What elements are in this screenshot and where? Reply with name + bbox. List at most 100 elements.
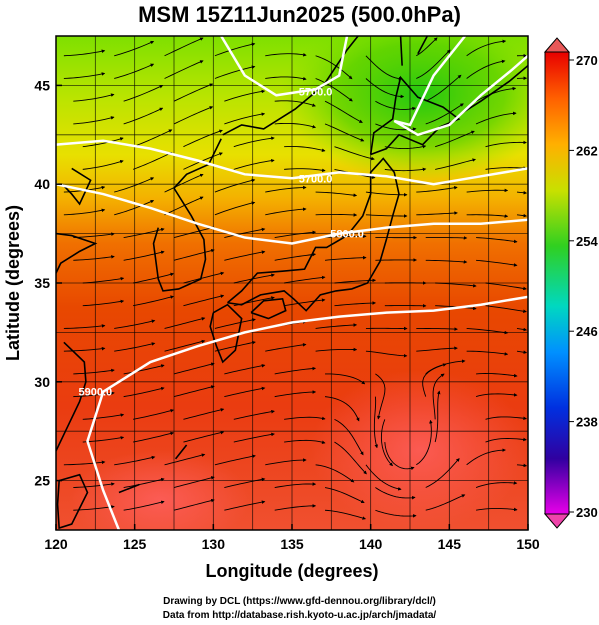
- streamline: [133, 409, 175, 420]
- streamline: [265, 76, 307, 81]
- height-contour: [56, 182, 528, 245]
- x-tick-label: 145: [438, 536, 462, 552]
- streamline: [214, 454, 256, 466]
- streamline: [365, 214, 408, 218]
- streamline: [63, 460, 106, 466]
- streamline: [425, 458, 460, 488]
- streamline: [466, 214, 509, 218]
- x-tick-label: 120: [44, 536, 68, 552]
- coastline-segment: [461, 65, 528, 114]
- streamline: [334, 301, 377, 307]
- coastline-segment: [399, 36, 403, 66]
- streamline: [324, 487, 365, 504]
- colorbar-tick-label: 254: [576, 234, 598, 249]
- coastline-segment: [152, 138, 222, 292]
- streamline: [123, 364, 165, 375]
- streamline: [334, 418, 364, 456]
- streamline: [114, 319, 156, 329]
- streamline: [384, 144, 427, 150]
- streamline: [324, 123, 365, 142]
- streamline: [365, 464, 402, 491]
- streamline: [476, 259, 518, 267]
- streamline: [164, 37, 204, 57]
- streamline: [435, 130, 475, 148]
- streamline: [365, 191, 408, 197]
- streamline: [516, 213, 528, 218]
- streamline: [365, 55, 403, 81]
- streamline: [466, 39, 507, 57]
- colorbar-tick-label: 270: [576, 53, 598, 68]
- streamline: [425, 103, 464, 125]
- streamline: [416, 186, 458, 193]
- colorbar-tick-label: 246: [576, 324, 598, 339]
- streamline: [476, 507, 518, 512]
- streamline: [183, 430, 225, 443]
- streamline: [373, 396, 379, 449]
- streamline: [73, 116, 115, 125]
- y-tick-label: 25: [34, 473, 50, 489]
- contour-label: 5700.0: [299, 173, 333, 185]
- streamline: [132, 152, 173, 170]
- streamline: [324, 396, 360, 422]
- coastline-segment: [56, 473, 89, 530]
- streamline: [114, 40, 155, 57]
- streamline: [315, 213, 358, 217]
- streamline: [233, 409, 275, 420]
- x-tick-label: 140: [359, 536, 383, 552]
- streamline: [233, 273, 275, 284]
- coastline-segment: [209, 303, 243, 364]
- streamline: [274, 100, 316, 107]
- streamline: [173, 248, 215, 261]
- streamline: [214, 178, 256, 193]
- streamline: [425, 74, 462, 102]
- y-tick-label: 30: [34, 374, 50, 390]
- height-contour: [86, 295, 528, 530]
- colorbar-tick-label: 238: [576, 415, 598, 430]
- streamline: [183, 129, 223, 148]
- streamline: [265, 52, 307, 57]
- streamline: [265, 207, 307, 216]
- streamline: [466, 188, 509, 193]
- streamline: [164, 173, 204, 193]
- colorbar-min-arrow: [543, 513, 571, 529]
- streamline: [365, 350, 408, 358]
- streamline: [265, 458, 307, 466]
- streamline: [183, 271, 225, 284]
- streamline: [73, 93, 115, 102]
- streamline: [173, 83, 214, 102]
- height-contours: [56, 36, 528, 530]
- streamline: [485, 416, 527, 421]
- streamline: [274, 252, 317, 261]
- streamline: [274, 122, 317, 129]
- streamline: [183, 294, 225, 307]
- streamline: [233, 432, 275, 443]
- coastline-segment: [250, 297, 287, 320]
- streamline: [114, 199, 155, 216]
- streamline: [325, 234, 367, 239]
- streamline: [380, 419, 393, 467]
- streamline: [164, 317, 206, 329]
- streamline: [73, 391, 115, 398]
- coastline-segment: [118, 483, 140, 494]
- streamline: [416, 211, 458, 216]
- streamline: [132, 129, 173, 148]
- streamline: [224, 227, 266, 238]
- streamline: [173, 106, 214, 125]
- streamline: [334, 146, 375, 161]
- streamline: [284, 168, 326, 173]
- streamline: [82, 159, 124, 170]
- streamline: [416, 37, 438, 57]
- streamline: [233, 136, 275, 148]
- temperature-field: 5700.0 5700.0 5800.0 5900.0: [56, 36, 528, 530]
- x-tick-label: 135: [280, 536, 304, 552]
- streamline: [435, 158, 476, 170]
- streamline: [133, 295, 175, 307]
- streamline: [73, 505, 115, 511]
- streamline: [114, 455, 156, 466]
- streamline: [365, 78, 405, 99]
- streamline: [63, 208, 106, 216]
- streamline: [73, 232, 115, 239]
- drawing-credit: Drawing by DCL (https://www.gfd-dennou.o…: [163, 596, 436, 607]
- streamline: [123, 500, 165, 511]
- y-tick-label: 40: [34, 176, 50, 192]
